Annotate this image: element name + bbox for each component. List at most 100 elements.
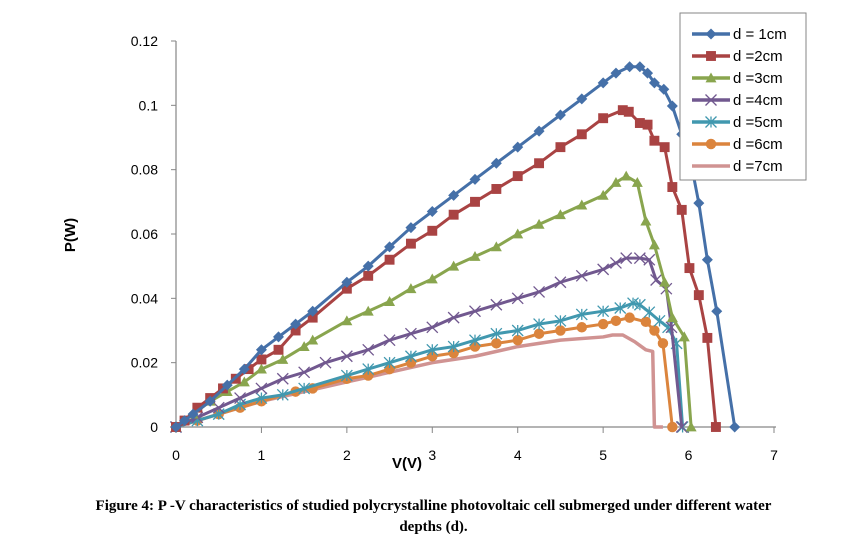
data-point: [702, 332, 713, 343]
data-point: [276, 388, 289, 401]
data-point: [640, 215, 652, 226]
data-point: [534, 158, 545, 169]
data-point: [383, 356, 396, 369]
x-tick-label: 0: [172, 447, 180, 463]
data-point: [576, 129, 587, 140]
data-point: [490, 327, 503, 340]
data-point: [576, 322, 588, 333]
data-point: [221, 379, 233, 391]
data-point: [273, 331, 285, 343]
data-point: [642, 67, 654, 79]
series-d-3cm: [170, 170, 697, 432]
legend-label: d =6cm: [733, 136, 783, 153]
data-point: [693, 197, 705, 209]
data-point: [533, 318, 546, 331]
data-point: [610, 177, 622, 187]
data-point: [511, 292, 524, 305]
data-point: [212, 401, 225, 414]
data-point: [705, 138, 717, 150]
data-point: [384, 296, 396, 306]
legend-item: d =2cm: [692, 48, 783, 65]
y-tick-label: 0.08: [131, 162, 158, 178]
data-point: [648, 239, 660, 250]
pv-chart: 0 0.02 0.04 0.06 0.08 0.1 0.12 0 1 2 3 4 5 6 7 P(W) V…: [62, 12, 807, 472]
data-point: [642, 119, 653, 130]
data-point: [511, 324, 524, 337]
data-point: [362, 343, 375, 356]
data-point: [620, 170, 632, 181]
data-point: [298, 366, 311, 379]
data-point: [319, 356, 332, 369]
x-tick-label: 6: [685, 447, 693, 463]
data-point: [255, 382, 268, 395]
data-point: [597, 263, 610, 276]
data-point: [666, 312, 678, 323]
data-point: [512, 228, 524, 239]
x-tick-label: 4: [514, 447, 522, 463]
y-tick-label: 0: [150, 419, 158, 435]
series-line: [175, 301, 685, 429]
data-point: [653, 314, 666, 327]
data-point: [554, 209, 566, 220]
data-point: [384, 241, 396, 253]
data-point: [238, 363, 250, 375]
legend-item: d =6cm: [692, 136, 783, 153]
data-point: [533, 285, 546, 298]
data-point: [447, 311, 460, 324]
data-point: [705, 116, 717, 128]
legend-label: d = 1cm: [733, 26, 787, 43]
data-point: [490, 298, 503, 311]
data-point: [307, 312, 318, 323]
data-point: [575, 269, 588, 282]
data-point: [640, 316, 652, 328]
data-point: [404, 327, 417, 340]
data-point: [649, 325, 660, 336]
data-point: [633, 298, 646, 311]
data-point: [426, 205, 438, 217]
x-tick-label: 7: [770, 447, 778, 463]
data-point: [307, 334, 319, 345]
data-point: [705, 94, 717, 106]
data-point: [490, 157, 502, 169]
y-axis-label: P(W): [62, 218, 79, 252]
data-point: [597, 305, 610, 318]
legend-label: d =4cm: [733, 92, 783, 109]
data-point: [427, 225, 438, 236]
data-point: [576, 199, 588, 210]
data-point: [307, 305, 319, 317]
data-point: [657, 338, 669, 349]
data-point: [491, 338, 502, 349]
data-point: [575, 308, 588, 321]
y-tick-label: 0.1: [139, 97, 159, 113]
data-point: [277, 353, 289, 364]
data-point: [469, 341, 481, 352]
data-point: [427, 351, 438, 362]
x-tick-label: 5: [599, 447, 607, 463]
data-point: [609, 256, 622, 269]
data-point: [255, 363, 267, 374]
data-point: [426, 273, 438, 284]
data-point: [426, 343, 439, 356]
data-point: [362, 260, 374, 272]
legend-label: d =2cm: [733, 48, 783, 65]
data-point: [658, 83, 670, 95]
data-point: [597, 318, 609, 330]
series-line: [175, 65, 737, 429]
data-point: [667, 182, 678, 192]
data-point: [341, 276, 353, 288]
x-tick-label: 2: [343, 447, 351, 463]
data-point: [448, 209, 459, 220]
data-point: [448, 260, 460, 271]
data-point: [659, 142, 670, 153]
data-point: [469, 334, 481, 347]
data-point: [362, 370, 374, 381]
data-point: [512, 171, 523, 182]
legend-item: d =5cm: [692, 114, 783, 131]
series-layer: [170, 61, 741, 433]
data-point: [362, 363, 375, 376]
data-point: [384, 363, 395, 375]
data-point: [298, 382, 311, 395]
data-point: [512, 334, 523, 346]
x-tick-label: 1: [258, 447, 266, 463]
data-point: [554, 276, 567, 289]
